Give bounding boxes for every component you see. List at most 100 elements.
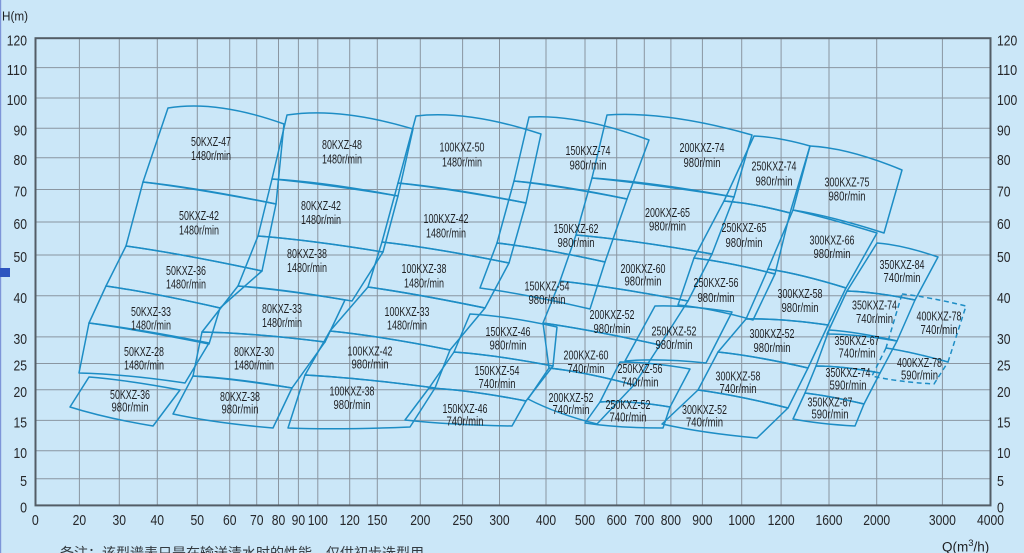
svg-text:740r/min: 740r/min <box>839 346 876 361</box>
svg-text:740r/min: 740r/min <box>720 381 757 396</box>
svg-text:1600: 1600 <box>816 512 843 529</box>
svg-text:300KXZ-52: 300KXZ-52 <box>750 326 795 341</box>
svg-text:980r/min: 980r/min <box>529 292 566 307</box>
svg-text:3000: 3000 <box>929 512 956 529</box>
svg-text:10: 10 <box>14 445 28 462</box>
svg-text:20: 20 <box>997 384 1011 401</box>
svg-text:80KXZ-48: 80KXZ-48 <box>322 137 362 152</box>
svg-text:30: 30 <box>14 331 28 348</box>
svg-text:15: 15 <box>997 415 1011 432</box>
svg-text:100KXZ-42: 100KXZ-42 <box>348 344 393 359</box>
svg-text:800: 800 <box>661 512 681 529</box>
svg-text:400KXZ-78: 400KXZ-78 <box>917 309 962 324</box>
svg-text:100KXZ-38: 100KXZ-38 <box>402 261 447 276</box>
svg-text:980r/min: 980r/min <box>570 158 607 173</box>
svg-text:40: 40 <box>997 290 1011 307</box>
svg-text:1480r/min: 1480r/min <box>301 212 341 227</box>
svg-text:590r/min: 590r/min <box>812 407 849 422</box>
svg-text:200KXZ-60: 200KXZ-60 <box>621 261 666 276</box>
svg-text:980r/min: 980r/min <box>352 357 389 372</box>
svg-text:1000: 1000 <box>728 512 755 529</box>
svg-text:500: 500 <box>575 512 595 529</box>
svg-text:5: 5 <box>997 473 1004 490</box>
svg-text:120: 120 <box>340 512 360 529</box>
svg-text:980r/min: 980r/min <box>649 219 686 234</box>
svg-text:200KXZ-52: 200KXZ-52 <box>549 390 594 405</box>
svg-text:80KXZ-30: 80KXZ-30 <box>234 344 274 359</box>
svg-text:90: 90 <box>14 123 28 140</box>
svg-text:20: 20 <box>14 384 28 401</box>
svg-text:740r/min: 740r/min <box>622 375 659 390</box>
svg-text:980r/min: 980r/min <box>594 321 631 336</box>
svg-text:300KXZ-58: 300KXZ-58 <box>716 369 761 384</box>
svg-text:980r/min: 980r/min <box>334 397 371 412</box>
svg-text:350KXZ-74: 350KXZ-74 <box>826 365 871 380</box>
svg-text:250KXZ-52: 250KXZ-52 <box>652 324 697 339</box>
svg-text:250KXZ-52: 250KXZ-52 <box>606 397 651 412</box>
svg-text:200KXZ-74: 200KXZ-74 <box>680 140 725 155</box>
svg-text:600: 600 <box>607 512 627 529</box>
svg-text:100KXZ-50: 100KXZ-50 <box>440 140 485 155</box>
svg-text:740r/min: 740r/min <box>479 376 516 391</box>
svg-text:980r/min: 980r/min <box>829 189 866 204</box>
svg-text:1480r/min: 1480r/min <box>322 152 362 167</box>
svg-text:150KXZ-54: 150KXZ-54 <box>525 279 570 294</box>
svg-text:50: 50 <box>997 249 1011 266</box>
svg-text:80KXZ-38: 80KXZ-38 <box>220 389 260 404</box>
svg-text:1480r/min: 1480r/min <box>387 318 427 333</box>
svg-text:150: 150 <box>367 512 387 529</box>
svg-text:350KXZ-84: 350KXZ-84 <box>880 257 925 272</box>
svg-text:980r/min: 980r/min <box>490 338 527 353</box>
svg-text:300KXZ-66: 300KXZ-66 <box>810 233 855 248</box>
svg-text:1480r/min: 1480r/min <box>404 276 444 291</box>
svg-text:740r/min: 740r/min <box>884 270 921 285</box>
svg-text:740r/min: 740r/min <box>553 402 590 417</box>
svg-text:1480r/min: 1480r/min <box>131 318 171 333</box>
svg-text:300KXZ-58: 300KXZ-58 <box>778 286 823 301</box>
svg-text:980r/min: 980r/min <box>754 340 791 355</box>
svg-text:980r/min: 980r/min <box>112 400 149 415</box>
svg-text:300: 300 <box>489 512 509 529</box>
svg-text:1480r/min: 1480r/min <box>426 226 466 241</box>
svg-text:350KXZ-67: 350KXZ-67 <box>808 395 853 410</box>
svg-text:150KXZ-46: 150KXZ-46 <box>443 401 488 416</box>
svg-text:110: 110 <box>7 62 27 79</box>
svg-text:40: 40 <box>151 512 165 529</box>
svg-text:110: 110 <box>997 62 1017 79</box>
svg-text:400: 400 <box>536 512 556 529</box>
svg-text:250KXZ-65: 250KXZ-65 <box>722 220 767 235</box>
svg-text:150KXZ-62: 150KXZ-62 <box>554 221 599 236</box>
svg-text:70: 70 <box>250 512 264 529</box>
svg-text:100KXZ-38: 100KXZ-38 <box>330 384 375 399</box>
svg-text:980r/min: 980r/min <box>222 402 259 417</box>
svg-text:100KXZ-33: 100KXZ-33 <box>385 304 430 319</box>
svg-text:120: 120 <box>997 32 1017 49</box>
svg-text:80KXZ-42: 80KXZ-42 <box>301 198 341 213</box>
svg-text:1480r/min: 1480r/min <box>124 358 164 373</box>
svg-text:90: 90 <box>292 512 306 529</box>
svg-text:200: 200 <box>410 512 430 529</box>
svg-text:250: 250 <box>453 512 473 529</box>
svg-text:20: 20 <box>73 512 87 529</box>
svg-text:0: 0 <box>997 500 1004 517</box>
svg-text:Q(m3/h): Q(m3/h) <box>942 538 989 553</box>
svg-text:400KXZ-78: 400KXZ-78 <box>897 355 942 370</box>
svg-text:350KXZ-67: 350KXZ-67 <box>835 333 880 348</box>
svg-text:60: 60 <box>997 216 1011 233</box>
svg-text:H(m): H(m) <box>2 10 28 24</box>
svg-text:70: 70 <box>997 184 1011 201</box>
svg-text:25: 25 <box>14 358 28 375</box>
svg-text:980r/min: 980r/min <box>756 174 793 189</box>
svg-text:100: 100 <box>997 92 1017 109</box>
svg-text:80: 80 <box>997 152 1011 169</box>
svg-text:80KXZ-33: 80KXZ-33 <box>262 301 302 316</box>
svg-text:30: 30 <box>997 331 1011 348</box>
svg-text:50KXZ-36: 50KXZ-36 <box>166 263 206 278</box>
svg-text:980r/min: 980r/min <box>698 290 735 305</box>
svg-text:980r/min: 980r/min <box>782 300 819 315</box>
svg-text:300KXZ-52: 300KXZ-52 <box>682 402 727 417</box>
svg-text:50KXZ-47: 50KXZ-47 <box>191 134 231 149</box>
svg-text:15: 15 <box>14 415 28 432</box>
svg-text:150KXZ-74: 150KXZ-74 <box>566 143 611 158</box>
svg-text:60: 60 <box>14 216 28 233</box>
